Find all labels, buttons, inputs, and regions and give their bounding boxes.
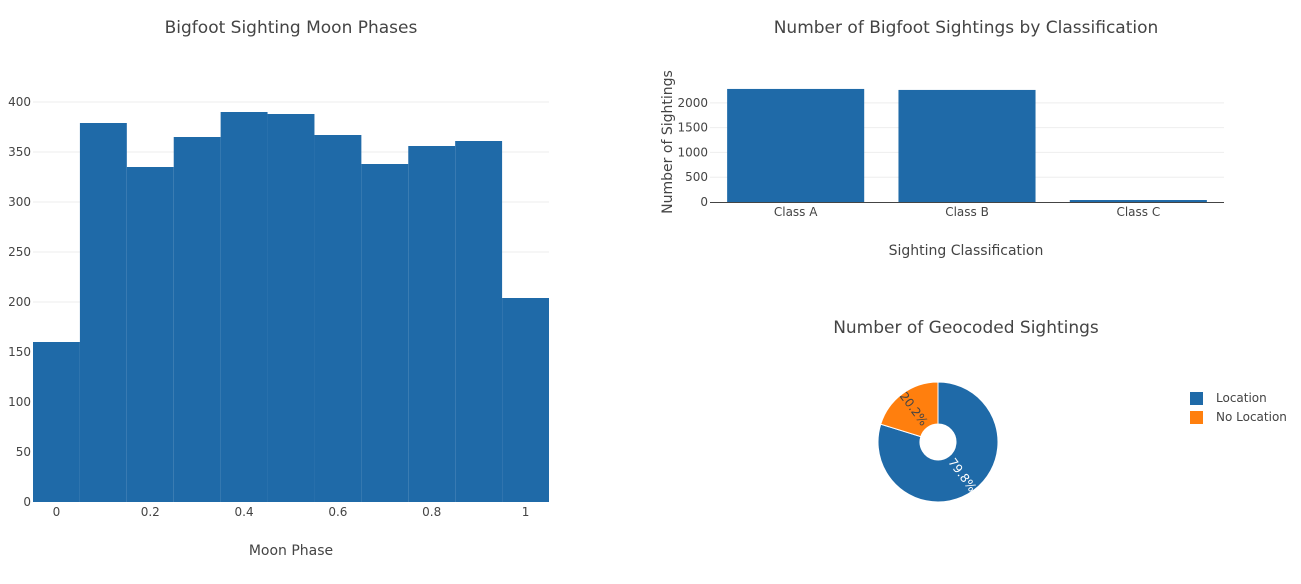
histogram-y-tick-label: 150 — [8, 345, 31, 359]
bar-chart-y-tick-label: 1500 — [677, 121, 708, 135]
donut-chart-title: Number of Geocoded Sightings — [833, 318, 1099, 338]
donut-slice — [880, 381, 939, 438]
bar-chart-y-tick-label: 1000 — [677, 145, 708, 159]
bar-chart-title: Number of Bigfoot Sightings by Classific… — [774, 18, 1159, 38]
bar-chart-x-tick-label: Class C — [1116, 205, 1160, 219]
histogram-x-tick-label: 0.6 — [328, 505, 347, 519]
histogram-bar — [455, 141, 503, 502]
histogram-bar — [173, 137, 221, 502]
histogram-x-tick-label: 0.4 — [235, 505, 254, 519]
histogram-x-tick-label: 1 — [522, 505, 530, 519]
histogram-title: Bigfoot Sighting Moon Phases — [165, 18, 418, 38]
bar-chart-y-tick-label: 500 — [685, 170, 708, 184]
histogram-y-tick-label: 350 — [8, 145, 31, 159]
bar-chart-y-tick-label: 0 — [700, 195, 708, 209]
histogram-bars — [33, 112, 549, 502]
donut-slice — [877, 381, 999, 503]
histogram-bar — [126, 167, 174, 502]
histogram-bar — [314, 135, 362, 502]
histogram-x-tick-label: 0 — [53, 505, 61, 519]
bar-chart-x-axis-title: Sighting Classification — [889, 243, 1044, 259]
histogram-bar — [361, 164, 409, 502]
histogram-bar — [267, 114, 315, 502]
bar-chart-y-tick-label: 2000 — [677, 96, 708, 110]
histogram-x-axis-title: Moon Phase — [249, 543, 333, 559]
bar-chart-bar — [1069, 200, 1207, 202]
donut-slices — [877, 381, 999, 503]
bar-chart-x-tick-label: Class B — [945, 205, 989, 219]
histogram-bar — [33, 342, 80, 502]
histogram-bar — [79, 123, 127, 502]
legend-swatch — [1190, 411, 1203, 424]
histogram-y-tick-label: 0 — [23, 495, 31, 509]
bar-chart-y-axis-title: Number of Sightings — [660, 70, 676, 214]
donut-legend: Location No Location — [1190, 391, 1287, 424]
histogram-y-tick-label: 100 — [8, 395, 31, 409]
bar-chart-y-ticks: 0 500 1000 1500 2000 — [677, 96, 708, 209]
histogram-y-tick-label: 250 — [8, 245, 31, 259]
histogram-bar — [502, 298, 549, 502]
legend-label: Location — [1216, 391, 1267, 405]
bar-chart-bar — [727, 88, 865, 202]
bar-chart-bars — [710, 88, 1224, 203]
histogram-x-ticks: 0 0.2 0.4 0.6 0.8 1 — [53, 505, 530, 519]
histogram-bar — [220, 112, 268, 502]
classification-bar-chart: Number of Bigfoot Sightings by Classific… — [660, 18, 1224, 259]
histogram-chart: Bigfoot Sighting Moon Phases 0 50 100 150 20… — [8, 18, 549, 559]
histogram-x-tick-label: 0.2 — [141, 505, 160, 519]
histogram-y-tick-label: 300 — [8, 195, 31, 209]
histogram-y-ticks: 0 50 100 150 200 250 300 350 400 — [8, 95, 31, 509]
bar-chart-bar — [898, 89, 1036, 202]
histogram-y-tick-label: 400 — [8, 95, 31, 109]
geocoded-donut-chart: Number of Geocoded Sightings 79.8%20.2% … — [833, 318, 1287, 503]
histogram-y-tick-label: 200 — [8, 295, 31, 309]
histogram-y-tick-label: 50 — [16, 445, 31, 459]
histogram-x-tick-label: 0.8 — [422, 505, 441, 519]
legend-label: No Location — [1216, 410, 1287, 424]
bar-chart-x-ticks: Class A Class B Class C — [774, 205, 1160, 219]
legend-swatch — [1190, 392, 1203, 405]
bar-chart-x-tick-label: Class A — [774, 205, 818, 219]
histogram-bar — [408, 146, 456, 502]
